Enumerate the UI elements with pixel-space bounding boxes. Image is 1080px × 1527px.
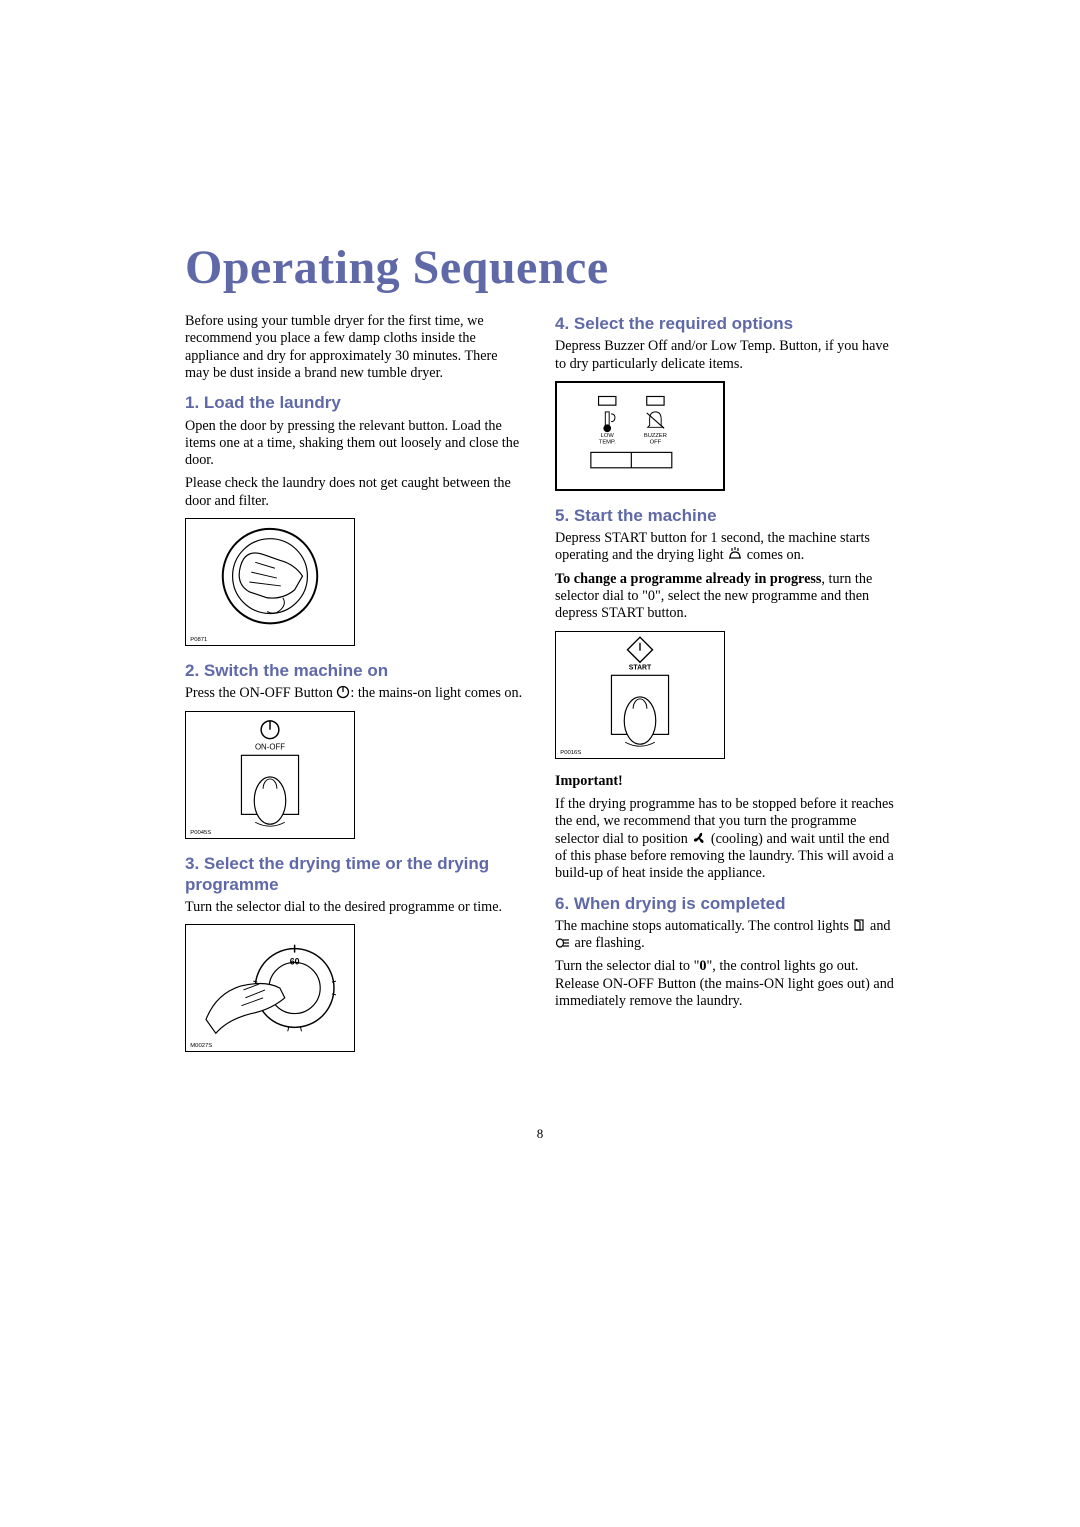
figure-selector-dial: 60 M0027S: [185, 924, 355, 1052]
text-s5-p1-pre: Depress START button for 1 second, the m…: [555, 530, 870, 563]
text-s5-p3: If the drying programme has to be stoppe…: [555, 796, 895, 883]
text-s2-pre: Press the ON-OFF Button: [185, 685, 336, 701]
text-s3-p1: Turn the selector dial to the desired pr…: [185, 899, 525, 916]
text-s6-p1-post: are flashing.: [575, 935, 645, 951]
text-s4-p1: Depress Buzzer Off and/or Low Temp. Butt…: [555, 338, 895, 373]
text-s6-p1: The machine stops automatically. The con…: [555, 918, 895, 953]
text-s1-p1: Open the door by pressing the relevant b…: [185, 418, 525, 470]
text-s2-post: : the mains-on light comes on.: [350, 685, 522, 701]
start-label: START: [629, 664, 652, 671]
heading-load-laundry: 1. Load the laundry: [185, 392, 525, 413]
text-s5-p2: To change a programme already in progres…: [555, 571, 895, 623]
two-column-layout: Before using your tumble dryer for the f…: [185, 313, 895, 1066]
cooling-fan-icon: [691, 831, 707, 845]
figure-start-button: START P0016S: [555, 631, 725, 759]
text-s2-p1: Press the ON-OFF Button : the mains-on l…: [185, 685, 525, 702]
buzzer-off-label: BUZZER: [644, 433, 667, 439]
onoff-label: ON-OFF: [255, 742, 285, 751]
figure-option-buttons: LOW TEMP. BUZZER OFF: [555, 381, 725, 491]
svg-text:TEMP.: TEMP.: [599, 440, 616, 446]
figure-onoff-button: ON-OFF P0045S: [185, 711, 355, 839]
fig-label-s1: P0871: [190, 637, 207, 643]
text-s1-p2: Please check the laundry does not get ca…: [185, 475, 525, 510]
on-off-icon: [336, 685, 350, 699]
figure-load-door: P0871: [185, 518, 355, 646]
heading-switch-on: 2. Switch the machine on: [185, 660, 525, 681]
svg-text:OFF: OFF: [650, 440, 662, 446]
text-s5-p1-post: comes on.: [747, 547, 805, 563]
text-s6-p1-pre: The machine stops automatically. The con…: [555, 918, 852, 934]
left-column: Before using your tumble dryer for the f…: [185, 313, 525, 1066]
fig-label-s2: P0045S: [190, 830, 211, 836]
page-title: Operating Sequence: [185, 240, 895, 295]
drying-light-icon: [727, 547, 743, 561]
fig-label-s3: M0027S: [190, 1044, 212, 1050]
low-temp-label: LOW: [601, 433, 615, 439]
heading-drying-complete: 6. When drying is completed: [555, 893, 895, 914]
dial-value: 60: [290, 957, 300, 967]
heading-select-programme: 3. Select the drying time or the drying …: [185, 853, 525, 896]
important-label: Important!: [555, 773, 895, 790]
text-s6-p1-mid: and: [870, 918, 891, 934]
text-s5-p2-bold: To change a programme already in progres…: [555, 571, 821, 587]
text-s5-p1: Depress START button for 1 second, the m…: [555, 530, 895, 565]
intro-paragraph: Before using your tumble dryer for the f…: [185, 313, 525, 382]
heading-start-machine: 5. Start the machine: [555, 505, 895, 526]
door-open-icon: [852, 918, 866, 932]
text-s6-p2: Turn the selector dial to "0", the contr…: [555, 958, 895, 1010]
heading-select-options: 4. Select the required options: [555, 313, 895, 334]
fig-label-s5: P0016S: [560, 750, 581, 756]
right-column: 4. Select the required options Depress B…: [555, 313, 895, 1066]
filter-icon: [555, 937, 571, 949]
page-number: 8: [185, 1126, 895, 1142]
